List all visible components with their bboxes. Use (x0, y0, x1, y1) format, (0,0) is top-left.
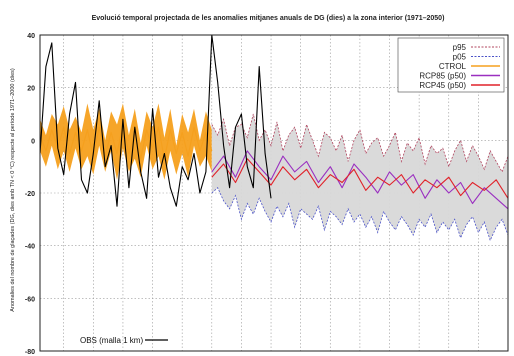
ctrol-line (39, 123, 213, 160)
legend-obs-label: OBS (malla 1 km) (80, 336, 143, 345)
rcp45-line (211, 158, 509, 199)
legend-rcp45-label: RCP45 (p50) (419, 81, 466, 90)
legend-ctrol-label: CTROL (439, 62, 467, 71)
y-tick-label: -20 (25, 191, 35, 198)
y-tick-label: -40 (25, 244, 35, 251)
legend-p95-label: p95 (453, 43, 467, 52)
scenario-band-p95-line (211, 113, 509, 173)
y-tick-label: 0 (31, 138, 35, 145)
legend-p05-label: p05 (453, 53, 467, 62)
chart-title: Evolució temporal projectada de les anom… (92, 15, 445, 22)
scenario-band (211, 113, 509, 242)
y-tick-label: -60 (25, 296, 35, 303)
y-tick-label: 40 (27, 33, 35, 40)
legend-rcp85-label: RCP85 (p50) (419, 72, 466, 81)
plot-frame (39, 34, 509, 352)
scenario-band-area (211, 114, 509, 241)
series-lines (39, 34, 509, 210)
y-tick-label: 20 (27, 86, 35, 93)
obs-legend: OBS (malla 1 km) (80, 336, 168, 345)
y-tick-label: -80 (25, 349, 35, 356)
y-axis-label: Anomalies del nombre de glaçades (DG, di… (10, 68, 16, 312)
obs-line (39, 34, 272, 207)
y-tick-labels: 40 20 0 -20 -40 -60 -80 (25, 33, 35, 356)
rcp85-line (211, 150, 509, 210)
